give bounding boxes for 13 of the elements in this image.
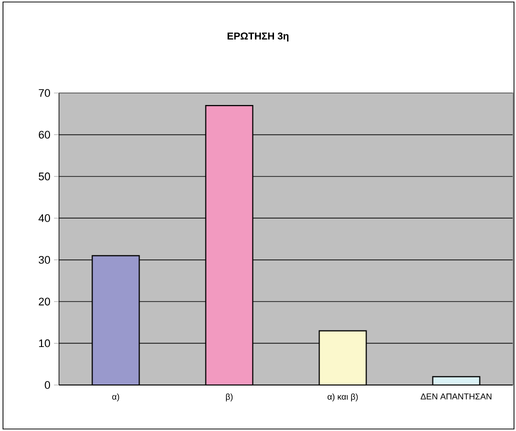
y-tick-label: 70 (38, 89, 50, 97)
x-tick-label: α) (112, 394, 120, 402)
y-tick-label: 50 (38, 172, 50, 180)
y-tick-label: 10 (39, 339, 50, 348)
x-tick-label: β) (226, 394, 233, 402)
x-tick-label: α) και β) (328, 394, 358, 402)
y-tick-label: 60 (38, 130, 50, 139)
x-tick-label: ΔΕΝ ΑΠΑΝΤΗΣΑΝ (420, 394, 492, 400)
chart-title: ΕΡΩΤΗΣΗ 3η (228, 32, 288, 42)
y-tick-label: 30 (38, 256, 50, 264)
y-tick-label: 0 (44, 381, 50, 389)
y-tick-label: 40 (38, 214, 50, 222)
y-tick-label: 20 (38, 298, 50, 306)
